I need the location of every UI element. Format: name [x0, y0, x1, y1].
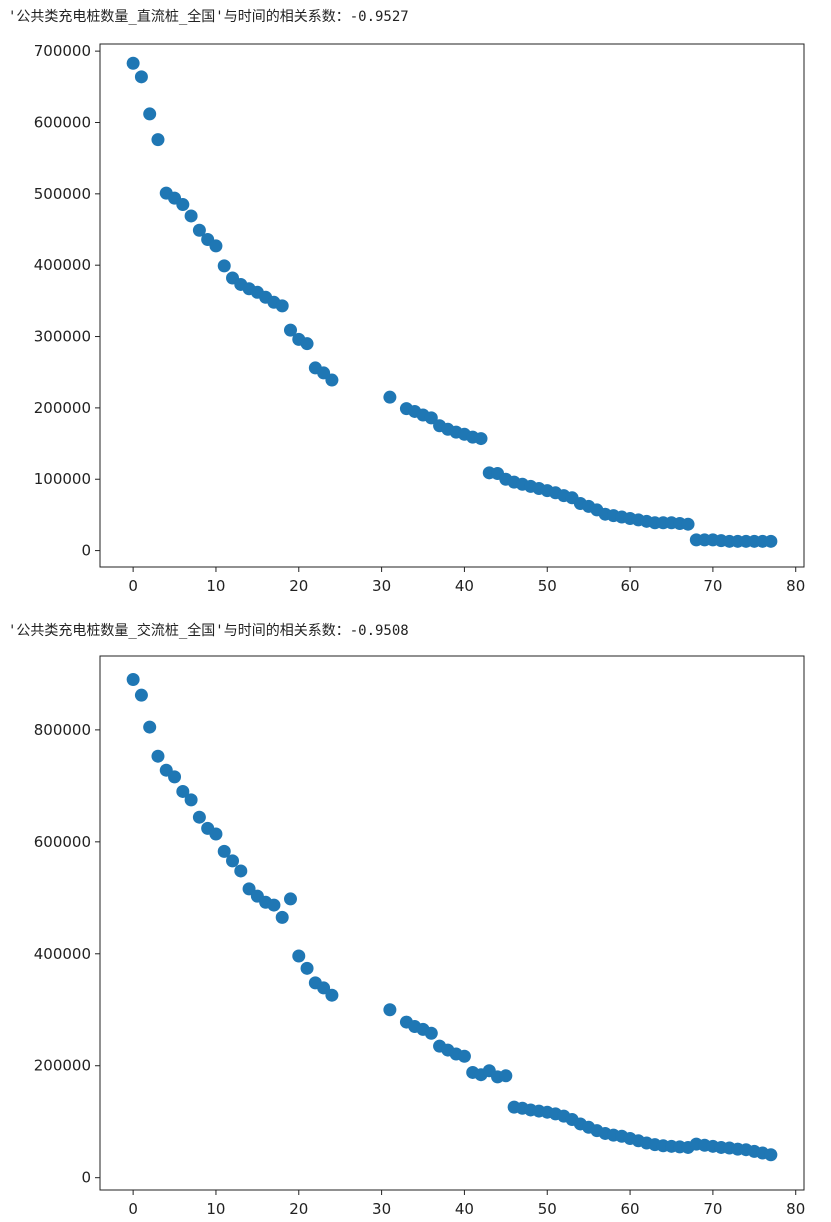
data-point	[325, 988, 339, 1002]
x-tick-label: 70	[703, 577, 722, 595]
x-tick-label: 40	[455, 577, 474, 595]
y-tick-label: 800000	[34, 721, 91, 739]
x-tick-label: 0	[128, 577, 138, 595]
x-tick-label: 40	[455, 1200, 474, 1218]
data-point	[134, 70, 148, 84]
y-tick-label: 0	[81, 542, 91, 560]
data-point	[300, 337, 314, 351]
data-point	[383, 1003, 397, 1017]
data-point	[234, 864, 248, 878]
x-tick-label: 20	[289, 1200, 308, 1218]
y-tick-label: 200000	[34, 399, 91, 417]
x-tick-label: 60	[621, 1200, 640, 1218]
x-tick-label: 10	[206, 1200, 225, 1218]
data-point	[209, 827, 223, 841]
data-point	[176, 784, 190, 798]
data-point	[192, 223, 206, 237]
data-point	[424, 411, 438, 425]
y-tick-label: 0	[81, 1169, 91, 1187]
data-point	[283, 892, 297, 906]
x-tick-label: 20	[289, 577, 308, 595]
data-point	[275, 910, 289, 924]
data-point	[151, 133, 165, 147]
data-point	[283, 323, 297, 337]
data-point	[168, 770, 182, 784]
data-point	[134, 688, 148, 702]
x-tick-label: 10	[206, 577, 225, 595]
y-tick-label: 700000	[34, 42, 91, 60]
x-tick-label: 50	[538, 1200, 557, 1218]
x-tick-label: 30	[372, 1200, 391, 1218]
data-point	[424, 1026, 438, 1040]
output-text-2: '公共类充电桩数量_交流桩_全国'与时间的相关系数：-0.9508	[8, 623, 409, 639]
y-tick-label: 500000	[34, 185, 91, 203]
data-point	[383, 390, 397, 404]
x-tick-label: 60	[621, 577, 640, 595]
data-point	[226, 854, 240, 868]
data-point	[143, 107, 157, 121]
data-point	[681, 517, 695, 531]
y-tick-label: 300000	[34, 328, 91, 346]
data-point	[764, 534, 778, 548]
data-point	[325, 373, 339, 387]
data-point	[126, 673, 140, 687]
output-text-1: '公共类充电桩数量_直流桩_全国'与时间的相关系数：-0.9527	[8, 9, 409, 25]
data-point	[300, 961, 314, 975]
data-point	[209, 239, 223, 253]
x-tick-label: 70	[703, 1200, 722, 1218]
data-point	[192, 810, 206, 824]
data-point	[126, 56, 140, 70]
plot-frame	[99, 655, 805, 1191]
data-point	[474, 432, 488, 446]
data-point	[217, 844, 231, 858]
data-point	[764, 1148, 778, 1162]
plot-frame	[99, 43, 805, 568]
y-tick-label: 200000	[34, 1057, 91, 1075]
data-point	[499, 1069, 513, 1083]
data-point	[292, 949, 306, 963]
x-tick-label: 80	[786, 1200, 805, 1218]
y-tick-label: 100000	[34, 470, 91, 488]
x-tick-label: 80	[786, 577, 805, 595]
data-point	[457, 1049, 471, 1063]
x-tick-label: 50	[538, 577, 557, 595]
data-point	[267, 898, 281, 912]
x-tick-label: 0	[128, 1200, 138, 1218]
y-tick-label: 400000	[34, 256, 91, 274]
y-tick-label: 600000	[34, 113, 91, 131]
data-point	[176, 198, 190, 212]
data-point	[143, 720, 157, 734]
data-point	[184, 793, 198, 807]
y-tick-label: 600000	[34, 833, 91, 851]
data-point	[217, 259, 231, 273]
data-point	[275, 299, 289, 313]
data-point	[184, 209, 198, 223]
data-point	[151, 749, 165, 763]
scatter-chart-1: 0 10 20 30 40 50 60 70 80 0 100000 200000 300000 4000…	[34, 42, 806, 595]
y-tick-label: 400000	[34, 945, 91, 963]
x-tick-label: 30	[372, 577, 391, 595]
